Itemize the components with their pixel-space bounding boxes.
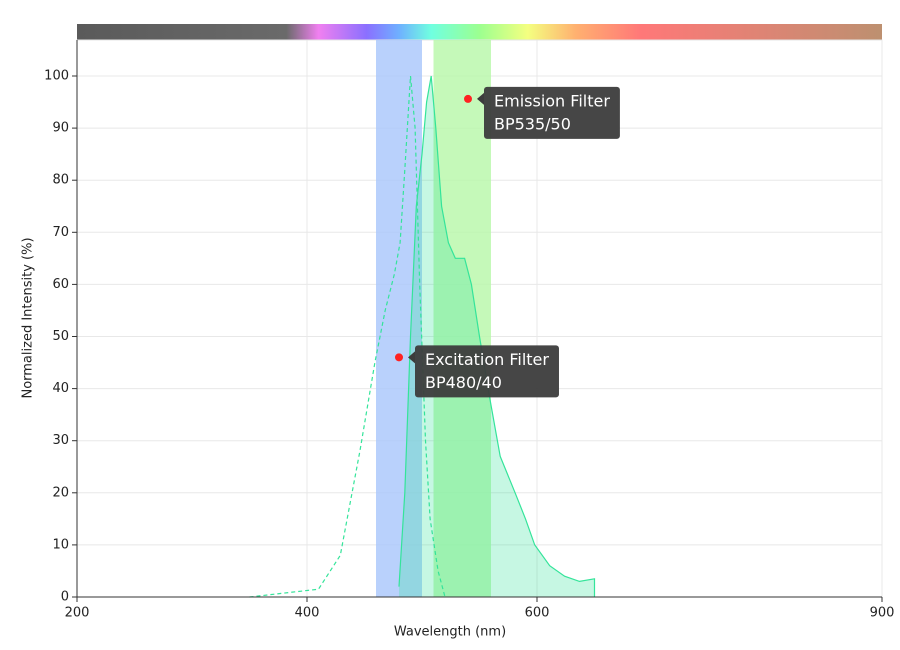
spectrum-bar: [77, 24, 882, 40]
tooltip-text: Emission Filter: [494, 91, 610, 110]
tooltip-text: Excitation Filter: [425, 350, 549, 369]
y-tick-label: 20: [52, 485, 69, 500]
x-tick-label: 600: [525, 606, 550, 621]
tooltip: Emission Filter BP535/50: [477, 86, 620, 139]
tooltip-box: [484, 86, 620, 139]
spectrum-area: [399, 76, 595, 597]
x-axis-label: Wavelength (nm): [394, 625, 506, 640]
annotation-marker: [395, 353, 403, 362]
tooltip-text: BP535/50: [494, 114, 571, 133]
spectrum-line: [398, 75, 596, 597]
y-tick-label: 0: [61, 590, 69, 605]
y-tick-label: 90: [52, 121, 69, 136]
tooltip-text: BP480/40: [425, 373, 502, 392]
annotation-marker: [464, 94, 472, 103]
x-tick-label: 400: [295, 606, 320, 621]
x-tick-label: 200: [65, 606, 90, 621]
filter-band: [433, 40, 491, 597]
tooltip-arrow: [477, 92, 484, 105]
y-axis-label: Normalized Intensity (%): [21, 237, 36, 398]
y-tick-label: 50: [52, 329, 69, 344]
tooltip: Excitation Filter BP480/40: [408, 345, 559, 398]
y-tick-label: 100: [44, 69, 69, 84]
y-tick-label: 40: [52, 381, 69, 396]
spectrum-line: [249, 75, 446, 598]
y-tick-label: 60: [52, 277, 69, 292]
tooltip-arrow: [408, 351, 415, 364]
y-tick-label: 70: [52, 225, 69, 240]
y-tick-label: 10: [52, 537, 69, 552]
tooltip-box: [415, 345, 559, 398]
y-tick-label: 30: [52, 433, 69, 448]
x-tick-label: 900: [870, 606, 895, 621]
y-tick-label: 80: [52, 173, 69, 188]
